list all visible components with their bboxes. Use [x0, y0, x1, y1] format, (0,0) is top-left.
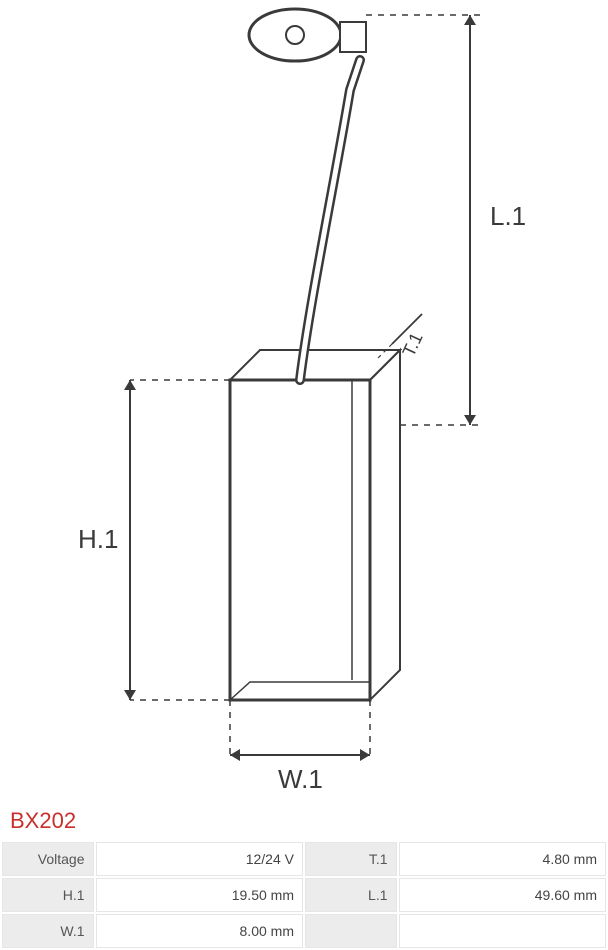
spec-label: T.1 — [305, 842, 397, 876]
svg-text:W.1: W.1 — [278, 764, 323, 794]
spec-value: 12/24 V — [96, 842, 303, 876]
spec-label: L.1 — [305, 878, 397, 912]
spec-label — [305, 914, 397, 948]
spec-value — [399, 914, 607, 948]
table-row: Voltage 12/24 V T.1 4.80 mm — [2, 842, 606, 876]
spec-table: Voltage 12/24 V T.1 4.80 mm H.1 19.50 mm… — [0, 840, 608, 950]
spec-label: W.1 — [2, 914, 94, 948]
spec-label: H.1 — [2, 878, 94, 912]
svg-text:H.1: H.1 — [78, 524, 118, 554]
spec-value: 49.60 mm — [399, 878, 607, 912]
table-row: W.1 8.00 mm — [2, 914, 606, 948]
diagram-svg: H.1W.1L.1T.1 — [0, 0, 608, 800]
spec-label: Voltage — [2, 842, 94, 876]
technical-diagram: H.1W.1L.1T.1 — [0, 0, 608, 800]
svg-text:L.1: L.1 — [490, 201, 526, 231]
spec-value: 8.00 mm — [96, 914, 303, 948]
table-row: H.1 19.50 mm L.1 49.60 mm — [2, 878, 606, 912]
spec-value: 19.50 mm — [96, 878, 303, 912]
part-code: BX202 — [0, 800, 608, 840]
spec-value: 4.80 mm — [399, 842, 607, 876]
